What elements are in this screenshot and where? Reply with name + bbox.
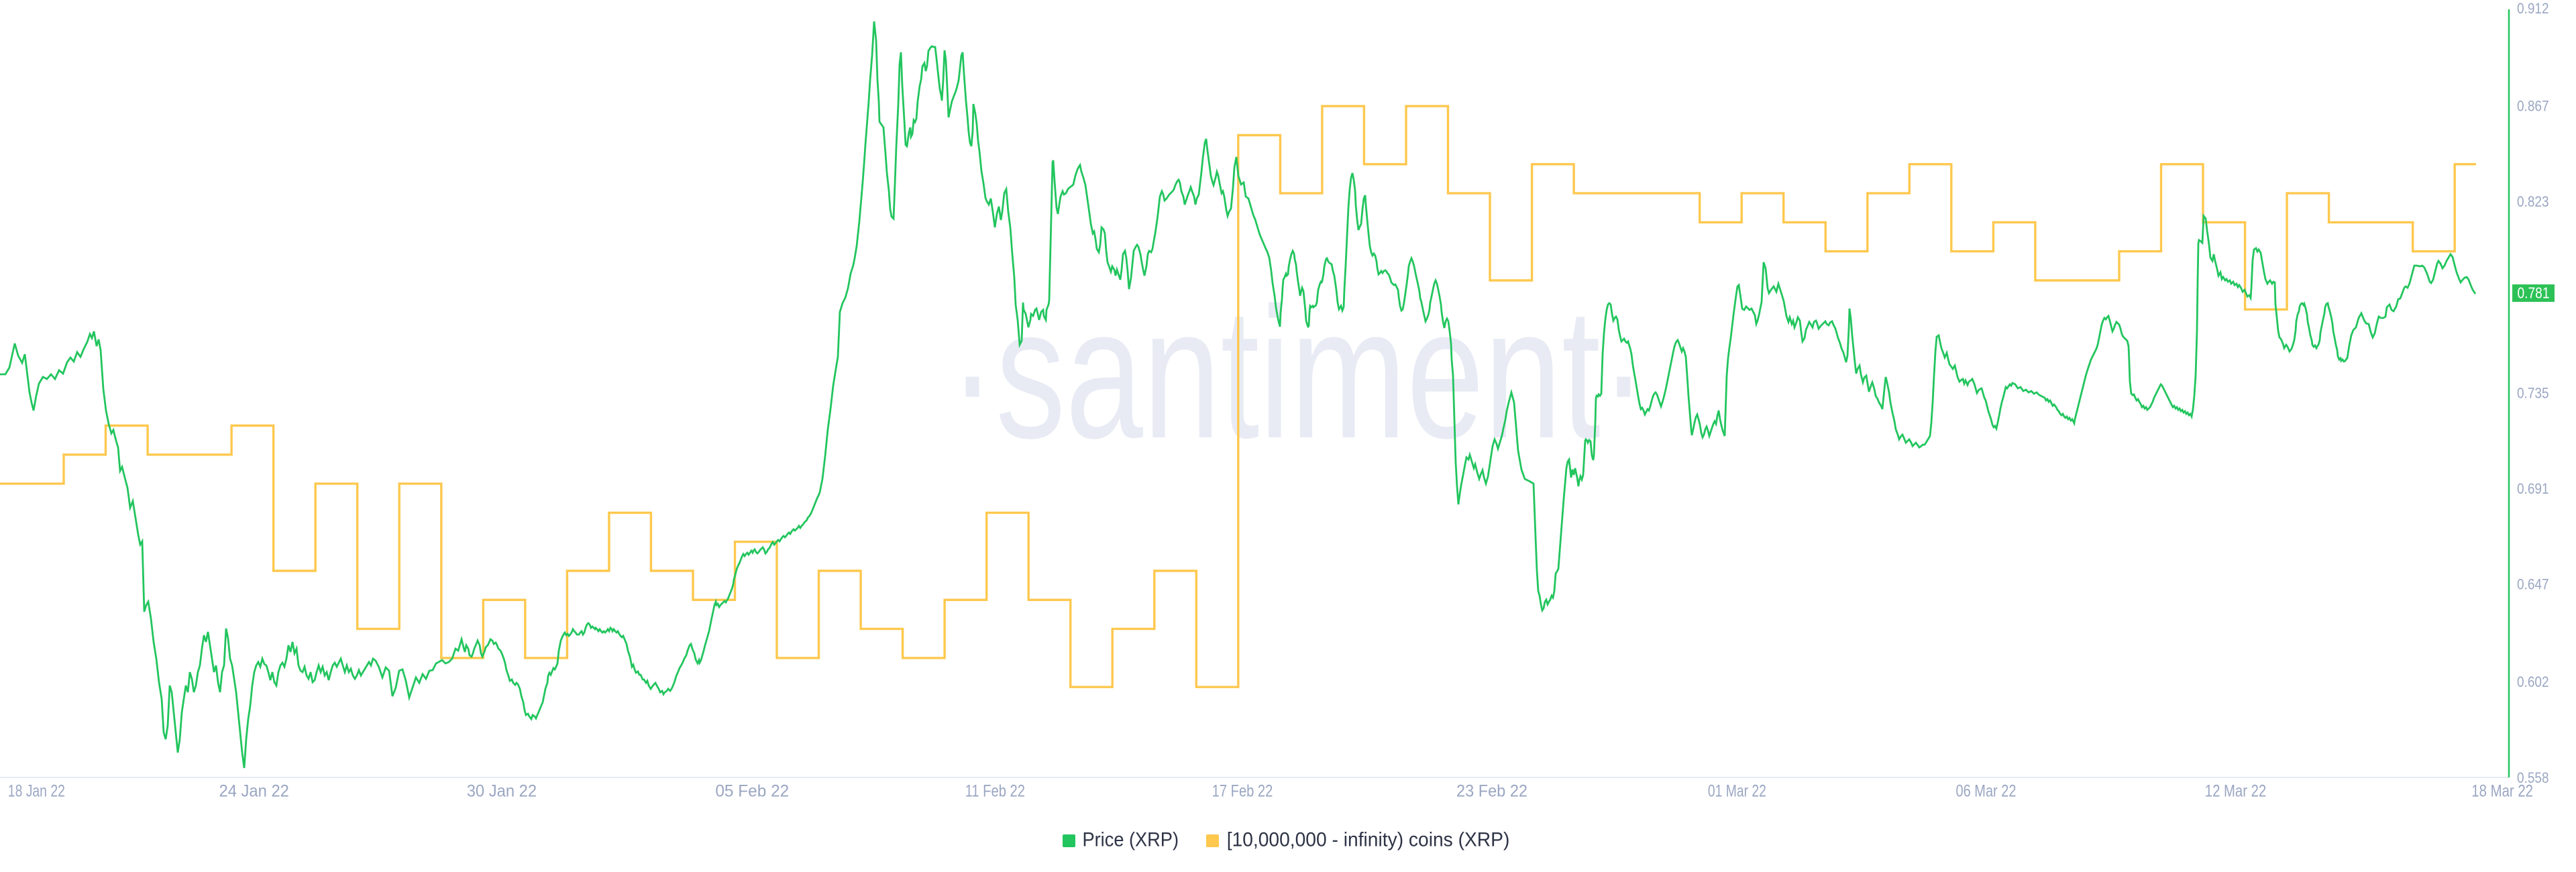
svg-text:0.735: 0.735 [2517,384,2549,401]
svg-text:30 Jan 22: 30 Jan 22 [467,781,537,800]
svg-text:0.602: 0.602 [2517,673,2549,690]
svg-text:0.823: 0.823 [2517,193,2549,210]
svg-text:11 Feb 22: 11 Feb 22 [965,781,1025,800]
svg-text:06 Mar 22: 06 Mar 22 [1956,781,2017,800]
svg-text:17 Feb 22: 17 Feb 22 [1212,781,1273,800]
svg-text:12 Mar 22: 12 Mar 22 [2205,781,2266,800]
svg-text:24 Jan 22: 24 Jan 22 [219,781,289,800]
svg-text:01 Mar 22: 01 Mar 22 [1708,781,1766,800]
svg-text:18 Mar 22: 18 Mar 22 [2471,781,2533,800]
svg-text:23 Feb 22: 23 Feb 22 [1456,781,1527,800]
svg-text:0.912: 0.912 [2517,0,2549,17]
svg-text:[10,000,000 - infinity) coins: [10,000,000 - infinity) coins (XRP) [1227,829,1510,851]
svg-text:·santiment·: ·santiment· [949,268,1647,477]
svg-text:0.558: 0.558 [2517,769,2549,786]
svg-text:0.647: 0.647 [2517,576,2549,592]
svg-text:0.691: 0.691 [2517,480,2549,497]
svg-text:18 Jan 22: 18 Jan 22 [8,781,65,800]
svg-text:0.781: 0.781 [2518,284,2550,302]
svg-text:Price (XRP): Price (XRP) [1083,829,1179,851]
svg-text:05 Feb 22: 05 Feb 22 [715,781,789,800]
svg-text:0.867: 0.867 [2517,98,2549,115]
